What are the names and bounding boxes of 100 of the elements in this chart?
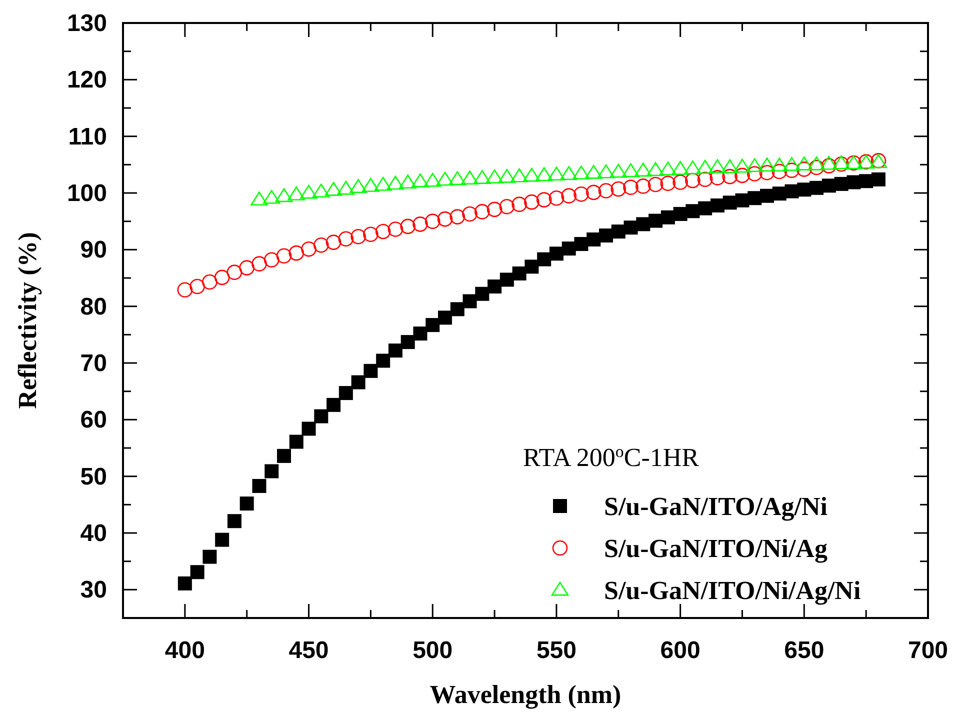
point: [523, 168, 540, 182]
point: [685, 172, 700, 188]
point: [500, 272, 514, 287]
point: [375, 224, 391, 240]
point: [708, 159, 726, 174]
point: [510, 168, 528, 182]
point: [548, 190, 564, 206]
point: [363, 226, 378, 242]
x-tick-label: 700: [908, 637, 948, 664]
point: [535, 167, 553, 182]
point: [262, 190, 280, 204]
point: [312, 184, 330, 198]
point: [598, 183, 614, 198]
point: [450, 302, 464, 316]
x-tick-label: 400: [164, 637, 205, 664]
point: [659, 162, 677, 176]
point: [388, 222, 404, 237]
point: [276, 248, 292, 264]
point: [524, 194, 540, 210]
point: [474, 170, 491, 184]
point: [710, 170, 726, 186]
point: [597, 164, 615, 178]
point: [499, 198, 515, 214]
point: [548, 166, 566, 181]
point: [561, 188, 576, 204]
point: [697, 172, 713, 188]
point: [386, 176, 404, 190]
point: [202, 274, 218, 290]
point: [488, 280, 502, 294]
point: [498, 168, 516, 183]
point: [672, 160, 689, 175]
point: [486, 169, 504, 184]
point: [646, 162, 664, 176]
point: [610, 181, 626, 197]
point: [796, 156, 813, 170]
point: [734, 158, 751, 173]
point: [437, 211, 453, 227]
point: [758, 158, 776, 172]
point: [413, 326, 428, 341]
point: [462, 206, 478, 222]
point: [239, 260, 254, 276]
point: [648, 176, 664, 192]
y-tick-label: 80: [80, 293, 107, 320]
point: [746, 166, 762, 182]
point: [400, 335, 415, 350]
point: [461, 170, 478, 185]
point: [252, 478, 266, 493]
point: [475, 286, 490, 301]
point: [696, 160, 714, 174]
point: [832, 155, 850, 170]
point: [783, 157, 800, 171]
point: [574, 186, 589, 202]
point: [450, 209, 466, 224]
point: [436, 172, 454, 186]
point: [300, 184, 318, 199]
point: [350, 179, 367, 194]
point: [227, 514, 242, 528]
point: [796, 162, 812, 177]
point: [226, 264, 242, 280]
point: [634, 162, 652, 177]
point: [264, 252, 280, 268]
x-tick-label: 500: [412, 637, 453, 664]
point: [178, 576, 192, 590]
x-tick-label: 550: [536, 637, 576, 664]
point: [462, 294, 477, 308]
point: [784, 162, 800, 178]
point: [610, 164, 628, 178]
point: [537, 252, 552, 266]
legend-label: S/u-GaN/ITO/Ni/Ag: [604, 534, 828, 563]
point: [636, 178, 651, 194]
x-tick-label: 600: [660, 637, 700, 664]
point: [759, 164, 775, 180]
point: [376, 354, 390, 368]
x-tick-label: 450: [288, 637, 329, 664]
y-tick-label: 110: [68, 123, 107, 150]
point: [275, 188, 293, 202]
point: [351, 375, 366, 390]
y-tick-label: 120: [66, 66, 107, 94]
point: [871, 172, 886, 186]
point: [289, 434, 304, 449]
point: [264, 464, 279, 478]
point: [512, 196, 527, 212]
point: [288, 186, 306, 200]
point: [808, 156, 826, 170]
y-tick-label: 50: [80, 463, 107, 490]
point: [400, 218, 416, 234]
legend-label: S/u-GaN/ITO/Ni/Ag/Ni: [604, 576, 861, 605]
point: [770, 158, 788, 172]
point: [177, 282, 193, 298]
point: [572, 166, 590, 180]
point: [684, 160, 702, 174]
point: [486, 202, 502, 218]
point: [252, 256, 267, 272]
point: [324, 182, 342, 196]
point: [424, 172, 442, 187]
y-axis-title: Reflectivity (%): [13, 232, 42, 409]
point: [623, 180, 638, 195]
point: [190, 565, 204, 580]
point: [438, 310, 452, 325]
point: [314, 409, 328, 424]
